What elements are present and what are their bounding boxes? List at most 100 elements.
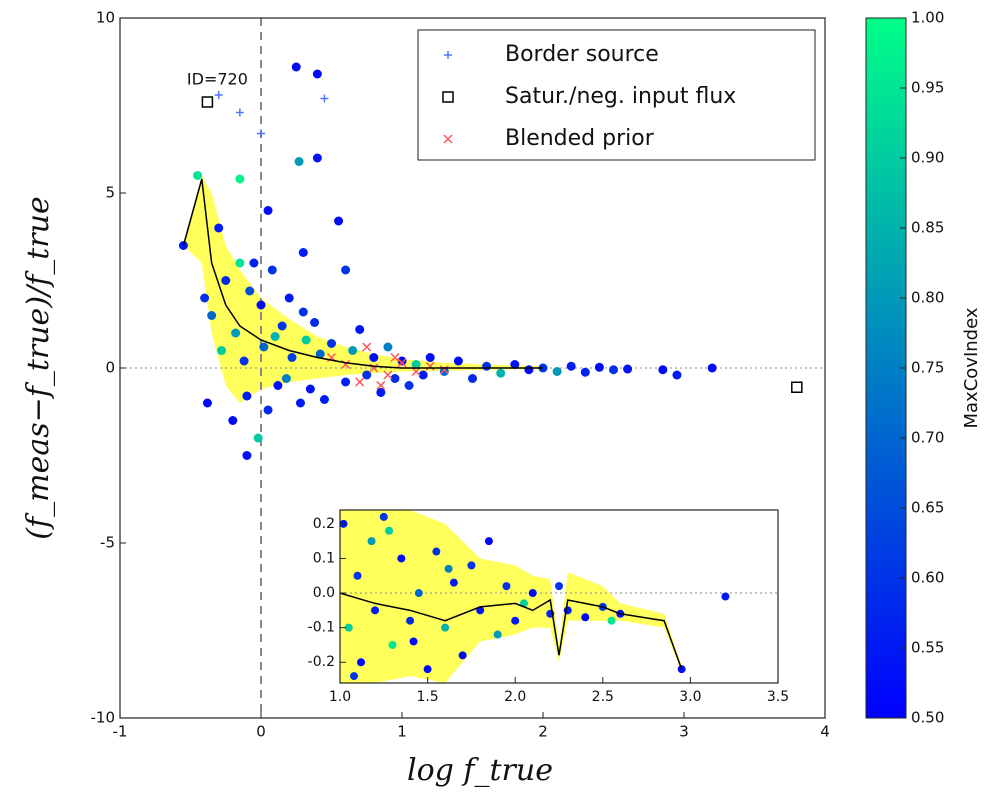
y-tick-label: 5 [105,184,115,202]
spread-band [183,175,543,403]
marker [235,108,244,117]
data-point [281,374,291,383]
legend-label: Blended prior [505,126,655,151]
data-point [414,589,423,598]
data-point [315,349,325,359]
marker [376,380,386,391]
data-point [432,547,441,556]
x-tick-label: 3.0 [679,689,701,705]
marker [201,96,214,108]
data-point [362,370,372,380]
data-point [371,606,380,615]
data-point [367,537,376,546]
marker [320,94,329,103]
data-point [458,651,467,660]
data-point [341,377,351,387]
colorbar-tick-label: 0.50 [911,709,944,727]
legend-box [417,29,816,161]
colorbar-tick-label: 0.55 [911,639,944,657]
data-point [239,356,249,366]
data-point [594,362,604,372]
data-point [409,637,418,646]
x-tick-label: 1.0 [329,689,351,705]
x-tick-label: 1.5 [416,689,438,705]
data-point [439,367,449,376]
data-point [327,339,336,348]
marker [425,361,435,371]
data-point [707,363,717,373]
marker [362,342,372,352]
data-point [528,589,537,598]
y-tick-label: -0.1 [308,620,335,636]
data-point [263,405,273,415]
colorbar-tick-label: 0.80 [911,289,944,307]
data-point [411,360,421,369]
marker [214,91,223,99]
annotation: ID=720 [187,70,248,89]
data-point [348,346,358,355]
data-point [287,353,297,362]
data-point [468,374,477,383]
x-tick-label: 3 [679,723,689,741]
colorbar-tick-label: 1.00 [911,9,944,27]
marker [439,365,449,375]
data-point [721,592,730,601]
data-point [202,398,212,408]
data-point [273,381,283,390]
data-point [423,665,432,674]
legend-marker [444,51,452,59]
data-point [253,433,263,443]
data-point [390,374,400,383]
data-point [235,174,245,184]
data-point [484,537,493,546]
marker [791,381,803,393]
data-point [353,571,362,580]
x-tick-label: -1 [113,723,128,741]
y-tick-label: -10 [91,709,116,727]
data-point [312,69,322,79]
data-point [383,342,393,352]
data-point [341,265,351,275]
x-tick-label: 1 [397,723,407,741]
colorbar-tick-label: 0.60 [911,569,944,587]
legend-marker [442,91,454,103]
data-point [580,367,590,377]
data-point [291,62,301,72]
data-point [267,265,277,275]
data-point [502,582,511,591]
data-point [376,388,386,397]
spread-band [340,510,682,683]
colorbar-label: MaxCovIndex [961,307,982,428]
data-point [334,216,344,226]
data-point [298,307,308,317]
data-point [379,512,388,521]
legend-marker [443,134,453,144]
data-point [298,248,308,257]
axes-frame [339,509,779,684]
data-point [193,171,203,180]
x-tick-label: 3.5 [767,689,789,705]
data-point [207,311,217,320]
data-point [418,370,428,380]
median-line [182,178,543,369]
x-tick-label: 4 [820,723,830,741]
data-point [231,328,241,338]
data-point [270,332,280,341]
marker [257,129,265,138]
colorbar-tick-label: 0.90 [911,149,944,167]
data-point [263,206,273,215]
data-point [312,153,322,163]
y-tick-label: -0.2 [308,654,335,670]
marker [411,366,421,377]
data-point [355,325,365,334]
data-point [467,561,476,570]
colorbar-tick-label: 0.85 [911,219,944,237]
y-tick-label: 0.2 [313,516,335,532]
data-point [658,365,668,375]
data-point [310,318,320,327]
data-point [388,640,397,649]
data-point [397,356,407,366]
colorbar-tick-label: 0.95 [911,79,944,97]
median-line [340,592,683,670]
